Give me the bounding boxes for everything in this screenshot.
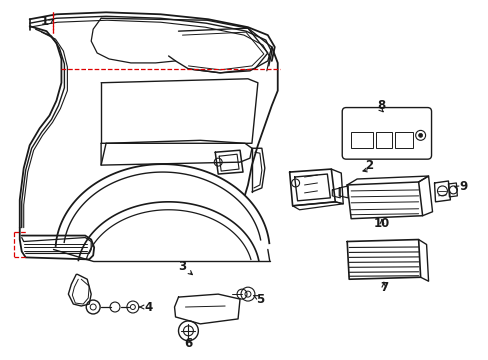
Bar xyxy=(350,132,372,148)
Text: 5: 5 xyxy=(255,293,264,306)
Text: 10: 10 xyxy=(373,217,389,230)
Circle shape xyxy=(418,133,422,137)
Text: 9: 9 xyxy=(458,180,467,193)
Text: 6: 6 xyxy=(184,337,192,350)
Bar xyxy=(375,132,391,148)
FancyBboxPatch shape xyxy=(342,108,431,159)
Text: 1: 1 xyxy=(41,15,48,28)
Bar xyxy=(394,132,412,148)
Text: 4: 4 xyxy=(144,301,153,314)
Text: 2: 2 xyxy=(364,159,372,172)
Text: 8: 8 xyxy=(376,99,384,112)
Text: 3: 3 xyxy=(178,260,186,273)
Text: 7: 7 xyxy=(379,281,387,294)
